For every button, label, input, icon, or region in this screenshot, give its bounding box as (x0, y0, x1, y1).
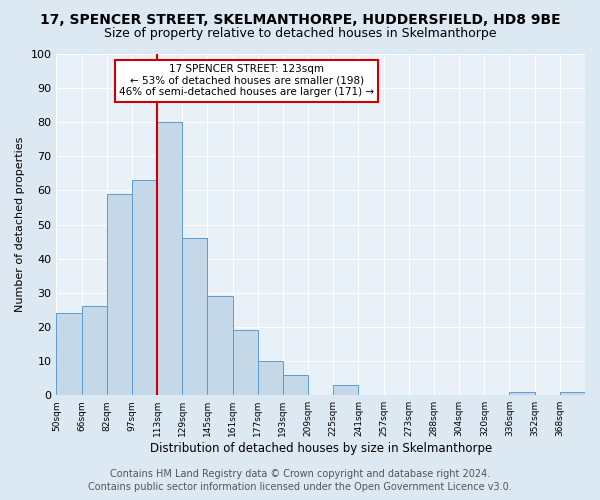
Text: 17 SPENCER STREET: 123sqm
← 53% of detached houses are smaller (198)
46% of semi: 17 SPENCER STREET: 123sqm ← 53% of detac… (119, 64, 374, 98)
Bar (283, 374, 308, 395)
Bar (258, 361, 283, 395)
Bar (157, 122, 182, 395)
Text: Size of property relative to detached houses in Skelmanthorpe: Size of property relative to detached ho… (104, 28, 496, 40)
Bar (560, 392, 585, 395)
Text: 17, SPENCER STREET, SKELMANTHORPE, HUDDERSFIELD, HD8 9BE: 17, SPENCER STREET, SKELMANTHORPE, HUDDE… (40, 12, 560, 26)
X-axis label: Distribution of detached houses by size in Skelmanthorpe: Distribution of detached houses by size … (149, 442, 492, 455)
Text: Contains HM Land Registry data © Crown copyright and database right 2024.
Contai: Contains HM Land Registry data © Crown c… (88, 470, 512, 492)
Y-axis label: Number of detached properties: Number of detached properties (15, 137, 25, 312)
Bar (132, 180, 157, 395)
Bar (182, 238, 208, 395)
Bar (509, 392, 535, 395)
Bar (82, 306, 107, 395)
Bar (107, 194, 132, 395)
Bar (233, 330, 258, 395)
Bar (56, 314, 82, 395)
Bar (208, 296, 233, 395)
Bar (333, 385, 358, 395)
